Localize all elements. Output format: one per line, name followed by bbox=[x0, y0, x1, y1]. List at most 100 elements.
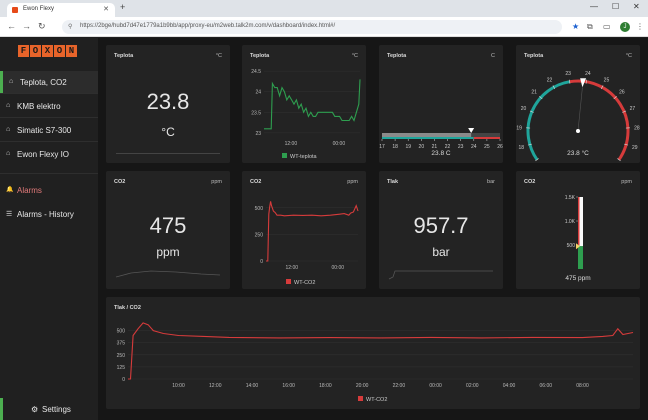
gauge-tick-label: 23 bbox=[565, 71, 571, 77]
close-window-icon[interactable]: ✕ bbox=[633, 2, 640, 11]
sidebar: F O X O N ⌂ Teplota, CO2 ⌂ KMB elektro ⌂… bbox=[0, 38, 98, 420]
gauge-tick-label: 24 bbox=[471, 144, 477, 150]
profile-avatar[interactable]: J bbox=[620, 22, 630, 32]
minimize-icon[interactable]: — bbox=[590, 2, 598, 11]
legend-label: WT-CO2 bbox=[366, 397, 387, 403]
panel-title: CO2 bbox=[114, 179, 126, 185]
maximize-icon[interactable]: ☐ bbox=[612, 2, 620, 11]
y-tick-label: 23.5 bbox=[251, 110, 261, 116]
logo-letter: O bbox=[30, 45, 41, 57]
home-icon: ⌂ bbox=[9, 78, 14, 85]
gauge-tick-label: 25 bbox=[484, 144, 490, 150]
settings-indicator bbox=[0, 398, 3, 420]
y-tick-label: 24 bbox=[255, 90, 261, 96]
panel-tlak-stat: Tlak bar 957.7 bar bbox=[379, 171, 503, 289]
stat-unit: °C bbox=[161, 125, 175, 139]
sidebar-item-ewon-flexy-io[interactable]: ⌂ Ewon Flexy IO bbox=[0, 143, 98, 165]
sidebar-item-teplota-co2[interactable]: ⌂ Teplota, CO2 bbox=[0, 71, 98, 93]
panel-unit: ppm bbox=[211, 179, 222, 185]
sidebar-item-kmb-elektro[interactable]: ⌂ KMB elektro bbox=[0, 95, 98, 117]
foxon-logo: F O X O N bbox=[18, 45, 78, 57]
tab-close-icon[interactable]: ✕ bbox=[103, 6, 109, 13]
panel-co2-chart: CO2 ppm 0 250 500 12:00 00:00 WT-CO2 bbox=[242, 171, 366, 289]
panel-co2-bar-gauge: CO2 ppm 500 1.0K 1.5K 475 ppm bbox=[516, 171, 640, 289]
x-tick-label: 02:00 bbox=[466, 383, 479, 389]
logo-letter: F bbox=[18, 45, 29, 57]
x-tick-label: 22:00 bbox=[393, 383, 406, 389]
divider bbox=[0, 117, 98, 118]
reload-icon[interactable]: ↻ bbox=[38, 21, 46, 31]
bell-icon: 🔔 bbox=[6, 187, 14, 193]
panel-unit: °C bbox=[351, 53, 358, 59]
x-tick-label: 00:00 bbox=[429, 383, 442, 389]
tlak-co2-line-chart: 0 125 250 375 500 10:00 12:00 14:00 16:00 18:00 20… bbox=[117, 322, 634, 403]
browser-menu-icon[interactable]: ⋮ bbox=[636, 22, 644, 31]
dashboard-app: F O X O N ⌂ Teplota, CO2 ⌂ KMB elektro ⌂… bbox=[0, 38, 648, 420]
forward-icon[interactable]: → bbox=[22, 21, 31, 31]
teplota-linear-gauge: 17 18 19 20 21 22 23 24 25 26 bbox=[379, 128, 503, 150]
logo-letter: N bbox=[66, 45, 77, 57]
gauge-tick-label: 29 bbox=[632, 145, 638, 151]
browser-tab[interactable]: Ewon Flexy ✕ bbox=[7, 3, 115, 17]
sidebar-item-simatic[interactable]: ⌂ Simatic S7-300 bbox=[0, 119, 98, 141]
gauge-tick-label: 1.0K bbox=[565, 219, 576, 225]
settings-label: Settings bbox=[42, 405, 71, 414]
site-info-icon[interactable]: ⚲ bbox=[68, 24, 73, 30]
sidebar-item-alarms[interactable]: 🔔 Alarms bbox=[0, 179, 98, 201]
gauge-pointer bbox=[468, 128, 475, 133]
logo-letter: X bbox=[42, 45, 53, 57]
gauge-tick-label: 26 bbox=[619, 90, 625, 96]
gauge-fill bbox=[382, 133, 472, 137]
x-tick-label: 16:00 bbox=[282, 383, 295, 389]
new-tab-icon[interactable]: + bbox=[120, 2, 126, 12]
legend-label: WT-CO2 bbox=[294, 280, 315, 286]
stat-unit: bar bbox=[432, 245, 450, 259]
x-tick-label: 18:00 bbox=[319, 383, 332, 389]
gauge-tick-label: 27 bbox=[630, 106, 636, 112]
gauge-hub bbox=[576, 129, 580, 133]
sidebar-item-alarms-history[interactable]: ☰ Alarms - History bbox=[0, 203, 98, 225]
gauge-threshold bbox=[473, 137, 500, 139]
y-tick-label: 250 bbox=[117, 353, 126, 359]
legend-label: WT-teplota bbox=[290, 154, 318, 160]
panel-tlak-co2-chart: Tlak / CO2 0 125 250 375 500 10:00 12:00 14:00 1… bbox=[106, 297, 640, 409]
y-tick-label: 0 bbox=[122, 377, 125, 383]
gauge-tick bbox=[527, 143, 532, 146]
home-icon: ⌂ bbox=[6, 126, 11, 133]
extensions-icon[interactable]: ⧉ bbox=[587, 22, 593, 31]
gauge-caption: 23.8 °C bbox=[567, 150, 589, 157]
panel-title: Teplota bbox=[114, 53, 134, 59]
y-tick-label: 0 bbox=[260, 259, 263, 265]
x-tick-label: 08:00 bbox=[576, 383, 589, 389]
gauge-fill bbox=[579, 246, 583, 269]
gauge-tick-label: 20 bbox=[521, 106, 527, 112]
co2-bar-gauge: 500 1.0K 1.5K bbox=[565, 195, 583, 269]
x-tick-label: 00:00 bbox=[332, 265, 345, 271]
panel-unit: °C bbox=[215, 53, 222, 59]
y-tick-label: 500 bbox=[117, 329, 126, 335]
gauge-tick-label: 28 bbox=[634, 125, 640, 131]
logo-letter: O bbox=[54, 45, 65, 57]
panel-title: CO2 bbox=[524, 179, 536, 185]
x-tick-label: 12:00 bbox=[286, 265, 299, 271]
sparkline bbox=[388, 270, 493, 280]
legend-swatch bbox=[358, 396, 363, 401]
side-panel-icon[interactable]: ▭ bbox=[603, 22, 611, 31]
gauge-tick bbox=[535, 158, 539, 162]
settings-button[interactable]: ⚙ Settings bbox=[0, 400, 98, 420]
x-tick-label: 12:00 bbox=[209, 383, 222, 389]
bookmark-star-icon[interactable]: ★ bbox=[572, 22, 580, 31]
panel-title: CO2 bbox=[250, 179, 262, 185]
stat-value: 475 bbox=[149, 213, 187, 238]
home-icon: ⌂ bbox=[6, 150, 11, 157]
sparkline bbox=[116, 153, 220, 154]
gauge-pointer bbox=[576, 243, 580, 250]
back-icon[interactable]: ← bbox=[7, 21, 16, 31]
url-input[interactable]: ⚲ https://2bge/hubd7d47e1779a1b9bb/app/p… bbox=[62, 20, 562, 34]
legend-swatch bbox=[286, 279, 291, 284]
stat-value: 957.7 bbox=[413, 213, 469, 238]
x-tick-label: 12:00 bbox=[285, 141, 298, 147]
gauge-tick-label: 24 bbox=[585, 71, 591, 77]
divider bbox=[0, 173, 98, 174]
